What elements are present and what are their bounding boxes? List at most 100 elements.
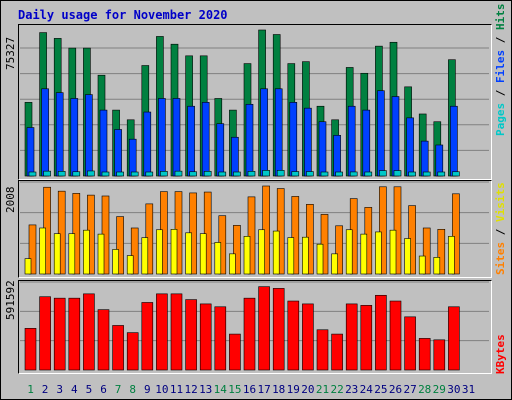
legend-visits: Visits [494,182,507,222]
day-label: 21 [315,383,330,396]
files-bar [274,88,283,177]
kbytes-bar [258,286,270,371]
day-label: 31 [461,383,476,396]
kbytes-bar [83,293,95,371]
kbytes-bar [243,297,256,371]
files-bar [26,127,35,177]
files-bar [406,117,414,177]
sites-bar [130,227,139,275]
visits-bar [302,236,309,275]
pages-bar [189,171,197,177]
day-label: 7 [114,383,122,396]
sites-bar [203,191,212,275]
day-label: 15 [228,383,242,396]
visits-bar [389,229,397,275]
visits-bar [448,236,455,275]
sites-bar [233,225,241,275]
day-label: 4 [70,383,78,396]
day-label: 29 [432,383,446,396]
day-label: 19 [286,383,300,396]
files-bar [347,105,356,177]
visits-bar [404,238,411,275]
day-label: 25 [374,383,388,396]
pages-bar [393,170,402,177]
visits-bar [170,228,178,275]
files-bar [99,109,108,177]
sites-bar [247,196,256,275]
sites-bar [452,193,460,275]
pages-bar [43,170,51,177]
visits-bar [126,255,134,275]
day-label: 16 [242,383,257,396]
sites-bar [57,190,66,275]
middle-right-legend: Sites / Visits [494,182,507,275]
pages-bar [28,171,37,177]
pages-bar [233,171,241,177]
pages-bar [101,171,110,177]
visits-bar [229,253,236,275]
pages-bar [160,171,168,177]
kbytes-bar [433,339,446,371]
day-label: 12 [184,383,198,396]
files-bar [143,111,152,177]
visits-bar [375,231,382,275]
day-label: 2 [41,383,49,396]
files-bar [114,129,122,177]
files-bar [158,98,166,177]
kbytes-bar [360,305,373,371]
visits-bar [199,233,207,275]
kbytes-bar [375,294,387,371]
top-right-legend: Pages / Files / Hits [494,4,507,137]
files-bar [435,144,444,177]
kbytes-bar [24,328,37,371]
files-bar [187,105,195,177]
pages-bar [87,170,95,177]
kbytes-bar [126,332,139,371]
pages-bar [247,171,256,177]
kbytes-bar [199,303,212,371]
pages-bar [262,170,270,177]
kbytes-bar [345,303,358,371]
day-label: 8 [129,383,136,396]
top-max-label: 75327 [4,36,17,70]
day-label: 17 [257,383,271,396]
visits-bar [316,243,324,275]
day-label: 26 [388,383,403,396]
pages-bar [306,171,314,177]
sites-bar [335,225,343,275]
visits-bar [272,230,280,275]
kbytes-bar [404,316,416,371]
files-bar [231,136,239,177]
day-label: 14 [213,383,227,396]
visits-bar [68,233,76,275]
kbytes-bar [389,300,402,371]
files-bar [41,88,49,177]
visits-bar [418,255,426,275]
day-label: 6 [100,383,107,396]
day-label: 27 [403,383,417,396]
pages-bar [422,171,431,177]
visits-bar [185,232,192,275]
visits-bar [156,229,163,275]
visits-bar [141,237,149,275]
pages-bar [408,171,416,177]
files-bar [216,123,225,177]
day-label: 5 [85,383,93,396]
files-bar [172,98,181,177]
visits-bar [24,258,32,275]
kbytes-bar [112,325,124,371]
kbytes-bar [448,306,460,371]
day-label: 9 [143,383,151,396]
visits-bar [345,229,353,275]
pages-bar [335,171,343,177]
legend-sep-2: / [494,30,507,50]
visits-bar [53,233,61,275]
pages-bar [218,171,227,177]
files-bar [318,121,327,177]
day-label: 13 [199,383,213,396]
kbytes-bar [302,303,314,371]
kbytes-bar [68,297,81,371]
kbytes-bar [214,306,227,371]
files-bar [201,102,210,177]
pages-bar [452,171,460,177]
